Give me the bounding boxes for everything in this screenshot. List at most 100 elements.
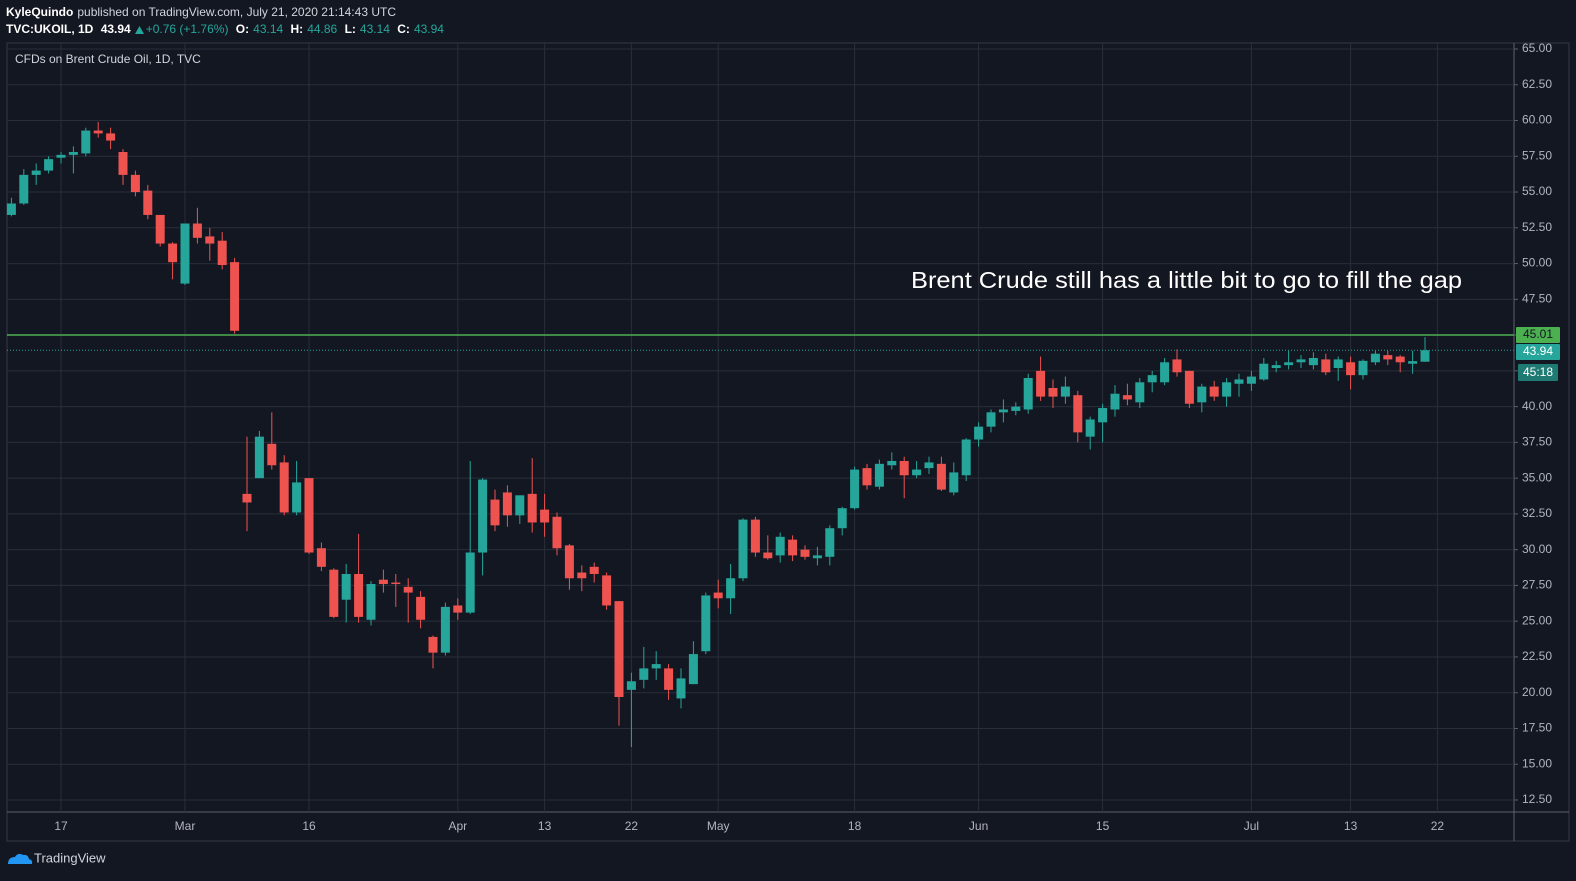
candle-body [502,492,512,516]
candle-body [416,596,426,620]
y-tick-label: 12.50 [1522,792,1552,806]
y-tick-label: 20.00 [1522,685,1552,699]
candle-body [1197,386,1207,403]
candle-body [825,528,835,557]
hline-price-box [1516,326,1560,343]
candle-body [676,678,686,699]
candle-body [552,516,562,549]
brand: TradingView [34,850,106,865]
candle-body [1085,419,1095,437]
ohlc-label: O: [235,22,250,36]
candle-body [192,223,202,238]
candle-body [862,468,872,486]
candle-body [292,482,302,513]
candle-body [6,203,16,215]
last-price-box [1516,343,1560,360]
candle-body [341,573,351,600]
candle-body [515,495,525,516]
x-tick-label: May [707,819,730,833]
candle-body [1234,379,1244,384]
candle-body [874,463,884,487]
candle-body [366,583,376,620]
x-tick-label: 22 [625,819,639,833]
candle-body [1184,370,1194,404]
candle-body [974,426,984,440]
candle-body [1110,393,1120,410]
annotation: Brent Crude still has a little bit to go… [911,267,1462,293]
ohlc-value: 43.94 [413,22,444,36]
candle-body [465,552,475,613]
change: +0.76 (+1.76%) [145,22,229,36]
y-tick-label: 65.00 [1522,41,1552,55]
candle-body [19,174,29,204]
candle-body [1222,382,1232,397]
candle-body [626,681,636,690]
candle-body [651,664,661,669]
candle-body [540,509,550,523]
candle-body [1321,359,1331,373]
y-tick-label: 17.50 [1522,721,1552,735]
candle-body [1073,395,1083,433]
candle-body [1383,355,1393,360]
candle-body [589,566,599,574]
candle-body [1048,388,1058,397]
candle-body [1209,386,1219,397]
candle-body [577,572,587,579]
ohlc-value: 43.14 [253,22,284,36]
candle-body [217,240,227,266]
published: published on TradingView.com, July 21, 2… [77,5,396,19]
ohlc-label: H: [290,22,304,36]
candle-body [998,409,1008,413]
candle-body [750,519,760,553]
candle-body [1036,370,1046,397]
candle-body [1408,361,1418,364]
candle-body [81,130,91,154]
candle-body [1370,353,1380,363]
up-arrow [134,26,144,34]
candle-body [1098,408,1108,423]
candle-body [564,545,574,579]
candle-body [1246,376,1256,384]
candle-body [614,601,624,697]
candle-body [168,243,178,263]
x-tick-label: 22 [1431,819,1445,833]
y-tick-label: 52.50 [1522,220,1552,234]
candle-body [812,555,822,559]
candle-body [850,469,860,509]
x-tick-label: Jun [969,819,988,833]
candle-body [478,479,488,553]
candle-body [1135,382,1145,403]
candle-body [1333,359,1343,368]
author: KyleQuindo [6,5,74,19]
candle-body [837,508,847,529]
candle-body [1011,406,1021,411]
y-tick-label: 32.50 [1522,506,1552,520]
candle-body [961,439,971,476]
candle-body [800,549,810,557]
candle-body [490,499,500,526]
x-tick-label: 13 [538,819,552,833]
candle-body [378,579,388,584]
candle-body [403,586,413,593]
candle-body [44,159,54,171]
candle-body [242,493,252,503]
y-tick-label: 55.00 [1522,184,1552,198]
candle-body [1420,350,1430,362]
candle-body [1023,378,1033,410]
x-tick-label: 17 [54,819,68,833]
candle-body [1395,356,1405,363]
candle-body [1346,362,1356,376]
y-tick-label: 25.00 [1522,613,1552,627]
ohlc-label: C: [397,22,410,36]
candle-body [1147,375,1157,383]
candle-body [267,443,277,466]
candle-body [230,262,240,331]
candle-body [1122,395,1132,400]
y-tick-label: 22.50 [1522,649,1552,663]
y-tick-label: 30.00 [1522,542,1552,556]
candle-body [254,436,264,479]
candle-body [1284,362,1294,366]
candle-body [899,460,909,476]
